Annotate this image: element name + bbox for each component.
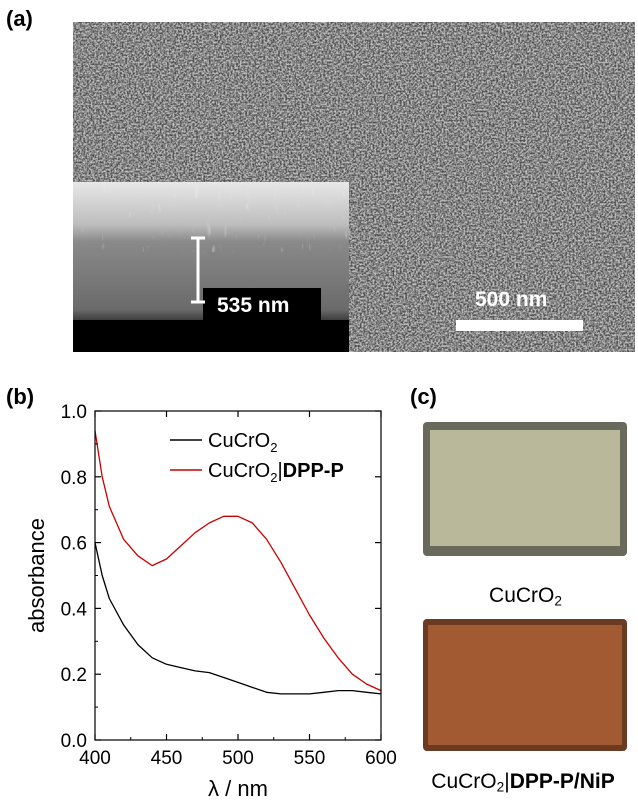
y-tick-label: 0.0 bbox=[61, 731, 87, 752]
cross-section-inset bbox=[73, 182, 349, 352]
legend-label-2: CuCrO2|DPP-P bbox=[208, 460, 344, 485]
y-tick-label: 0.6 bbox=[61, 534, 87, 555]
absorbance-chart: 400 450 500 550 600 0.0 0.2 0.4 0.6 0.8 1.0 λ / nm a… bbox=[24, 402, 397, 801]
film-area-1 bbox=[430, 430, 620, 546]
sem-micrograph: 500 nm 535 nm bbox=[73, 22, 635, 352]
x-tick-label: 500 bbox=[222, 748, 254, 769]
panel-label-c: (c) bbox=[410, 384, 437, 409]
caption-1-main: CuCrO bbox=[489, 584, 555, 607]
x-tick-label: 550 bbox=[294, 748, 326, 769]
y-tick-label: 0.8 bbox=[61, 468, 87, 489]
series-line-1 bbox=[94, 542, 382, 695]
caption-2-sep: | bbox=[504, 770, 510, 793]
thickness-label: 535 nm bbox=[217, 294, 290, 317]
photo-dpp-nip-film bbox=[420, 616, 631, 754]
x-axis-label: λ / nm bbox=[208, 776, 268, 801]
sem-image bbox=[73, 22, 635, 352]
panel-label-a: (a) bbox=[6, 6, 33, 31]
panel-label-b: (b) bbox=[6, 384, 35, 409]
y-tick-label: 0.2 bbox=[61, 665, 87, 686]
caption-1-sub: 2 bbox=[554, 593, 562, 609]
scale-bar-label: 500 nm bbox=[475, 288, 548, 311]
film-area-2 bbox=[428, 625, 622, 745]
x-tick-label: 400 bbox=[79, 748, 111, 769]
x-tick-label: 600 bbox=[365, 748, 397, 769]
caption-2-bold: DPP-P/NiP bbox=[509, 770, 615, 793]
photo-caption-cucro2: CuCrO2 bbox=[420, 584, 631, 608]
y-tick-label: 0.4 bbox=[61, 599, 88, 620]
x-tick-label: 450 bbox=[151, 748, 183, 769]
photo-caption-dpp-nip: CuCrO2|DPP-P/NiP bbox=[408, 770, 638, 794]
caption-2-sub: 2 bbox=[496, 779, 505, 795]
y-tick-label: 1.0 bbox=[61, 402, 87, 423]
photo-cucro2-film bbox=[420, 418, 631, 560]
series-line-2 bbox=[94, 430, 382, 692]
caption-2-main: CuCrO bbox=[431, 770, 497, 793]
y-axis-label: absorbance bbox=[24, 518, 49, 633]
scale-bar bbox=[456, 320, 583, 331]
legend-label-1: CuCrO2 bbox=[208, 430, 277, 455]
